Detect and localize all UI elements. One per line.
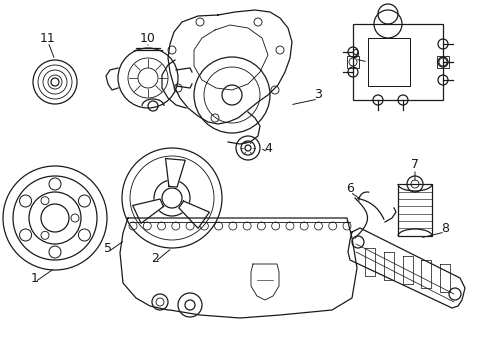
Bar — [397, 184, 431, 236]
Bar — [367, 38, 409, 86]
Polygon shape — [179, 201, 209, 228]
Text: 7: 7 — [410, 158, 418, 171]
Text: 11: 11 — [40, 31, 56, 45]
Text: 6: 6 — [346, 181, 353, 194]
Text: 5: 5 — [104, 242, 112, 255]
Polygon shape — [132, 199, 163, 223]
Text: 3: 3 — [313, 89, 321, 102]
Bar — [436, 56, 448, 68]
Bar — [346, 56, 358, 68]
Text: 10: 10 — [140, 31, 156, 45]
Text: 1: 1 — [31, 271, 39, 284]
Text: 4: 4 — [264, 141, 271, 154]
Polygon shape — [165, 158, 185, 187]
Text: 9: 9 — [350, 49, 358, 62]
Text: 2: 2 — [151, 252, 159, 265]
Text: 8: 8 — [440, 221, 448, 234]
Bar — [352, 24, 442, 100]
